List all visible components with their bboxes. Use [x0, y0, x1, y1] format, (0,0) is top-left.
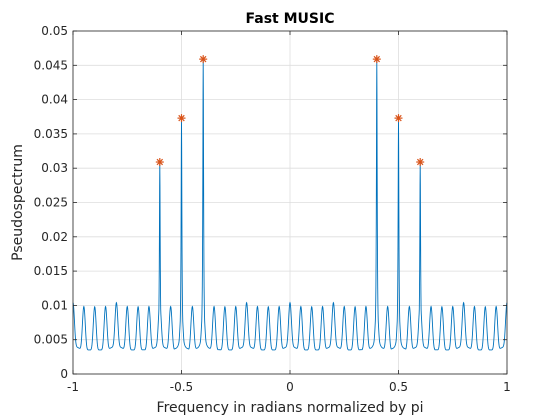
peak-marker — [199, 55, 208, 64]
peak-marker — [155, 158, 164, 167]
y-tick-label: 0.02 — [41, 230, 68, 244]
y-tick-label: 0.015 — [34, 264, 68, 278]
series-line — [72, 59, 508, 351]
peak-marker — [416, 158, 425, 167]
x-tick-label: 1 — [503, 380, 511, 394]
y-tick-label: 0.01 — [41, 298, 68, 312]
marker-stroke — [416, 158, 424, 166]
y-tick-label: 0.045 — [34, 58, 68, 72]
x-axis-label: Frequency in radians normalized by pi — [157, 400, 424, 416]
y-tick-label: 0.035 — [34, 127, 68, 141]
x-tick-label: 0 — [286, 380, 294, 394]
y-tick-label: 0.025 — [34, 196, 68, 210]
y-tick-label: 0.04 — [41, 93, 68, 107]
x-tick-label: -1 — [67, 380, 79, 394]
axis-ticks: -1 -0.5 0 0.5 1 0 0.005 0.01 0.015 0.02 0.025 0.03 0… — [34, 24, 511, 394]
marker-stroke — [199, 55, 207, 63]
x-tick-label: -0.5 — [170, 380, 193, 394]
marker-stroke — [395, 114, 402, 122]
chart-title: Fast MUSIC — [246, 11, 335, 27]
x-tick-label: 0.5 — [389, 380, 408, 394]
pseudospectrum-line — [72, 59, 508, 351]
peak-marker — [394, 114, 403, 123]
peak-marker — [177, 114, 186, 123]
y-tick-label: 0.05 — [41, 24, 68, 38]
y-tick-label: 0.03 — [41, 161, 68, 175]
marker-stroke — [178, 114, 185, 122]
marker-stroke — [156, 158, 164, 166]
y-tick-label: 0.005 — [34, 333, 68, 347]
y-tick-label: 0 — [60, 367, 68, 381]
y-axis-label: Pseudospectrum — [10, 144, 26, 261]
peak-marker — [372, 55, 381, 64]
peak-markers — [155, 55, 425, 167]
marker-stroke — [373, 55, 381, 63]
